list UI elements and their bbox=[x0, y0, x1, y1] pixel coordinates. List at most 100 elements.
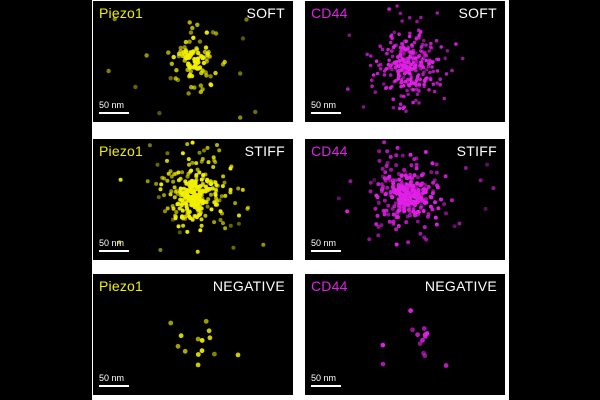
localization-dot bbox=[449, 198, 454, 203]
localization-dot bbox=[165, 151, 170, 156]
localization-dot bbox=[427, 88, 431, 92]
localization-dot bbox=[417, 33, 421, 37]
localization-dot bbox=[168, 320, 174, 326]
localization-dot bbox=[390, 84, 394, 89]
localization-dot bbox=[400, 200, 405, 205]
localization-dot bbox=[202, 49, 208, 55]
localization-dot bbox=[180, 191, 185, 196]
localization-dot bbox=[410, 87, 414, 92]
localization-dot bbox=[414, 156, 419, 161]
localization-dot bbox=[199, 348, 205, 354]
localization-dot bbox=[223, 193, 228, 198]
localization-dot bbox=[424, 331, 430, 336]
localization-dot bbox=[406, 59, 410, 63]
localization-dot bbox=[402, 208, 407, 213]
localization-dot bbox=[387, 58, 391, 63]
localization-dot bbox=[165, 178, 170, 183]
localization-dot bbox=[384, 85, 389, 90]
localization-dot bbox=[174, 210, 179, 214]
localization-dot bbox=[391, 212, 396, 217]
localization-dot bbox=[424, 43, 428, 47]
localization-dot bbox=[191, 35, 196, 40]
localization-dot bbox=[411, 184, 416, 189]
localization-dot bbox=[422, 84, 426, 89]
localization-dot bbox=[491, 186, 496, 191]
localization-dot bbox=[408, 54, 412, 58]
localization-dot bbox=[345, 209, 350, 214]
localization-dot bbox=[423, 79, 427, 84]
localization-dot bbox=[400, 153, 405, 158]
localization-dot bbox=[396, 55, 400, 59]
localization-dot bbox=[399, 178, 404, 183]
localization-dot bbox=[404, 109, 408, 113]
localization-dot bbox=[420, 57, 424, 61]
localization-dot bbox=[188, 169, 193, 174]
localization-dot bbox=[385, 161, 390, 165]
localization-dot bbox=[205, 52, 210, 58]
localization-dot bbox=[429, 41, 433, 46]
localization-dot bbox=[413, 81, 418, 86]
localization-dot bbox=[187, 72, 193, 78]
localization-dot bbox=[177, 230, 182, 235]
scale-bar bbox=[311, 112, 341, 114]
condition-label: NEGATIVE bbox=[424, 278, 497, 294]
localization-dot bbox=[416, 188, 421, 193]
localization-dot bbox=[209, 192, 213, 197]
localization-dot bbox=[407, 15, 412, 20]
localization-dot bbox=[433, 200, 437, 205]
localization-dot bbox=[178, 333, 184, 339]
localization-dot bbox=[199, 206, 204, 211]
localization-dot bbox=[222, 59, 227, 65]
localization-dot bbox=[397, 203, 401, 208]
localization-dot bbox=[365, 52, 369, 57]
localization-dot bbox=[413, 203, 417, 208]
localization-dot bbox=[385, 185, 390, 190]
localization-dot bbox=[438, 77, 442, 81]
localization-dot bbox=[423, 50, 427, 55]
localization-dots bbox=[168, 318, 241, 368]
localization-dot bbox=[380, 189, 384, 194]
localization-dot bbox=[391, 184, 395, 189]
localization-dot bbox=[428, 70, 432, 75]
localization-dot bbox=[183, 198, 188, 203]
localization-dot bbox=[406, 240, 411, 245]
localization-dot bbox=[203, 70, 208, 75]
localization-dot bbox=[185, 142, 190, 147]
localization-dot bbox=[394, 191, 399, 196]
localization-dot bbox=[192, 59, 198, 65]
localization-dot bbox=[159, 182, 164, 187]
localization-dot bbox=[376, 182, 381, 187]
localization-dot bbox=[393, 201, 398, 206]
localization-dot bbox=[384, 164, 389, 168]
localization-dot bbox=[408, 308, 413, 314]
localization-dot bbox=[463, 166, 468, 170]
localization-dot bbox=[454, 42, 458, 46]
localization-dot bbox=[238, 115, 243, 120]
localization-dot bbox=[400, 63, 405, 67]
localization-dot bbox=[185, 67, 190, 73]
localization-dot bbox=[188, 30, 194, 35]
localization-dot bbox=[428, 204, 433, 209]
localization-dots bbox=[346, 4, 465, 113]
localization-dot bbox=[173, 216, 178, 221]
localization-dot bbox=[415, 92, 420, 97]
localization-dot bbox=[485, 162, 490, 167]
localization-dot bbox=[401, 75, 406, 80]
localization-dot bbox=[180, 214, 184, 219]
localization-dot bbox=[180, 208, 185, 213]
localization-dot bbox=[193, 214, 198, 219]
localization-dot bbox=[392, 30, 397, 35]
localization-dot bbox=[399, 94, 403, 98]
panel-cd44-stiff: CD44 STIFF 50 nm bbox=[305, 139, 505, 260]
localization-dot bbox=[380, 342, 386, 348]
localization-dot bbox=[408, 180, 413, 185]
localization-dot bbox=[404, 39, 408, 43]
localization-dot bbox=[443, 174, 448, 179]
localization-dot bbox=[236, 221, 241, 226]
localization-dot bbox=[413, 63, 418, 67]
localization-dot bbox=[200, 55, 205, 60]
localization-dot bbox=[189, 196, 194, 201]
localization-dot bbox=[154, 181, 159, 186]
localization-dot bbox=[396, 172, 401, 176]
localization-dot bbox=[414, 162, 419, 167]
